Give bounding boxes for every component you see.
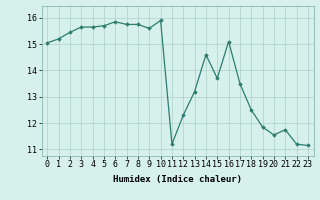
X-axis label: Humidex (Indice chaleur): Humidex (Indice chaleur) bbox=[113, 175, 242, 184]
